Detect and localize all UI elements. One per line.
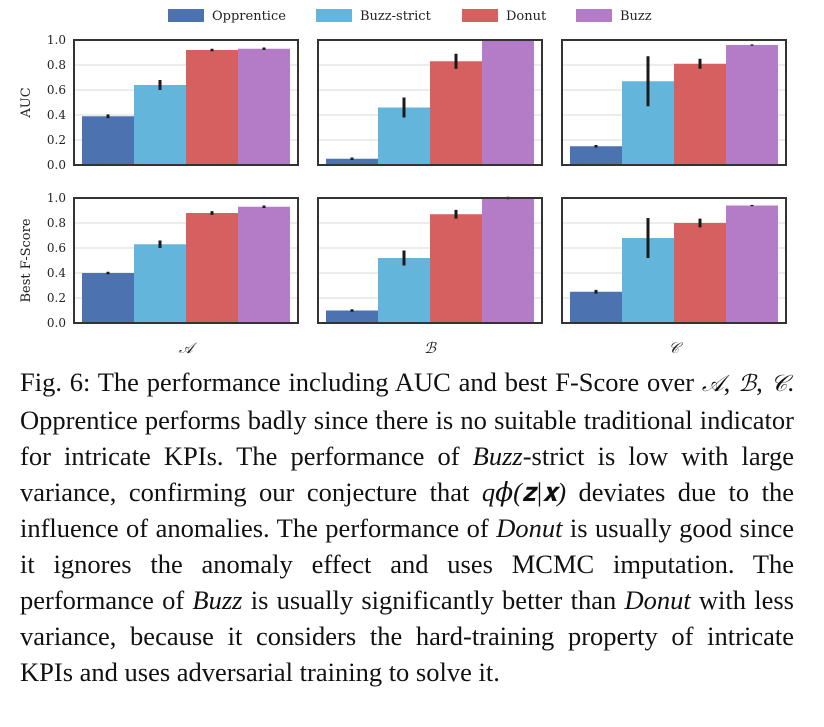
dataset-label: 𝒞 xyxy=(669,339,684,357)
bar xyxy=(326,310,378,323)
figure-caption: Fig. 6: The performance including AUC an… xyxy=(20,364,794,690)
bar xyxy=(238,48,290,165)
legend-label: Buzz xyxy=(620,9,652,24)
y-tick-label: 0.6 xyxy=(47,83,66,97)
bar xyxy=(726,205,778,323)
bar xyxy=(186,50,238,165)
bar xyxy=(134,85,186,165)
y-axis-label: Best F-Score xyxy=(19,218,34,302)
bar-chart-grid: Opprentice Buzz-strict Donut Buzz AUC 0.0 0.2 0… xyxy=(19,9,787,357)
dataset-b-symbol: ℬ xyxy=(738,371,757,397)
caption-text: with less variance, because it considers… xyxy=(20,585,794,687)
bar xyxy=(82,116,134,165)
y-tick-label: 0.6 xyxy=(47,241,66,255)
caption-text: The performance including AUC and best F… xyxy=(90,367,702,397)
y-tick-label: 0.0 xyxy=(47,316,66,330)
bar xyxy=(482,198,534,323)
caption-text: is usually significantly better than xyxy=(242,585,625,615)
y-tick-label: 1.0 xyxy=(47,191,66,205)
legend-swatch xyxy=(576,9,612,22)
y-tick-label: 0.0 xyxy=(47,158,66,172)
dataset-label: 𝒜 xyxy=(179,339,198,357)
panel-frame xyxy=(561,39,787,166)
dataset-c-symbol: 𝒞 xyxy=(770,371,788,397)
panel-frame xyxy=(317,39,543,166)
y-axis-label: AUC xyxy=(19,87,34,118)
buzz-strict-em: Buzz xyxy=(472,441,523,471)
formula: q𝜙(𝐳|𝐱) xyxy=(481,477,567,507)
y-tick-label: 0.2 xyxy=(47,291,66,305)
legend-swatch xyxy=(462,9,498,22)
bar xyxy=(570,146,622,165)
bar xyxy=(378,258,430,323)
bar xyxy=(674,63,726,165)
y-tick-label: 1.0 xyxy=(47,33,66,47)
bar xyxy=(326,158,378,165)
bar xyxy=(430,61,482,165)
y-tick-label: 0.4 xyxy=(47,108,66,122)
bar xyxy=(430,214,482,323)
figure: Opprentice Buzz-strict Donut Buzz AUC 0.0 0.2 0… xyxy=(0,0,824,360)
legend-label: Donut xyxy=(506,9,547,24)
panel-frame xyxy=(561,197,787,324)
caption-sep: , xyxy=(756,367,771,397)
y-tick-label: 0.4 xyxy=(47,266,66,280)
y-tick-label: 0.2 xyxy=(47,133,66,147)
bar xyxy=(570,291,622,323)
bar xyxy=(134,244,186,323)
caption-sep: , xyxy=(723,367,739,397)
bar xyxy=(674,223,726,323)
figure-label: Fig. 6: xyxy=(20,367,91,397)
caption-text: . Opprentice performs badly since there … xyxy=(20,367,794,471)
bar xyxy=(726,45,778,165)
legend-swatch xyxy=(168,9,204,22)
donut-em: Donut xyxy=(496,513,563,543)
caption-text: is usually good since it ignores the ano… xyxy=(20,513,794,615)
dataset-a-symbol: 𝒜 xyxy=(701,371,724,397)
panel-frame xyxy=(73,39,299,166)
caption-text: deviates due to the influence of anomali… xyxy=(20,477,794,543)
panel-frame xyxy=(317,197,543,324)
bar xyxy=(186,213,238,323)
bar xyxy=(238,206,290,323)
bar xyxy=(482,40,534,165)
legend-label: Opprentice xyxy=(212,9,286,24)
dataset-label: ℬ xyxy=(424,339,437,357)
legend-swatch xyxy=(316,9,352,22)
y-tick-label: 0.8 xyxy=(47,58,66,72)
donut-em: Donut xyxy=(624,585,691,615)
caption-text: -strict is low with large variance, conf… xyxy=(20,441,794,507)
buzz-em: Buzz xyxy=(192,585,243,615)
panel-frame xyxy=(73,197,299,324)
bar xyxy=(82,273,134,323)
legend-label: Buzz-strict xyxy=(360,9,432,24)
y-tick-label: 0.8 xyxy=(47,216,66,230)
